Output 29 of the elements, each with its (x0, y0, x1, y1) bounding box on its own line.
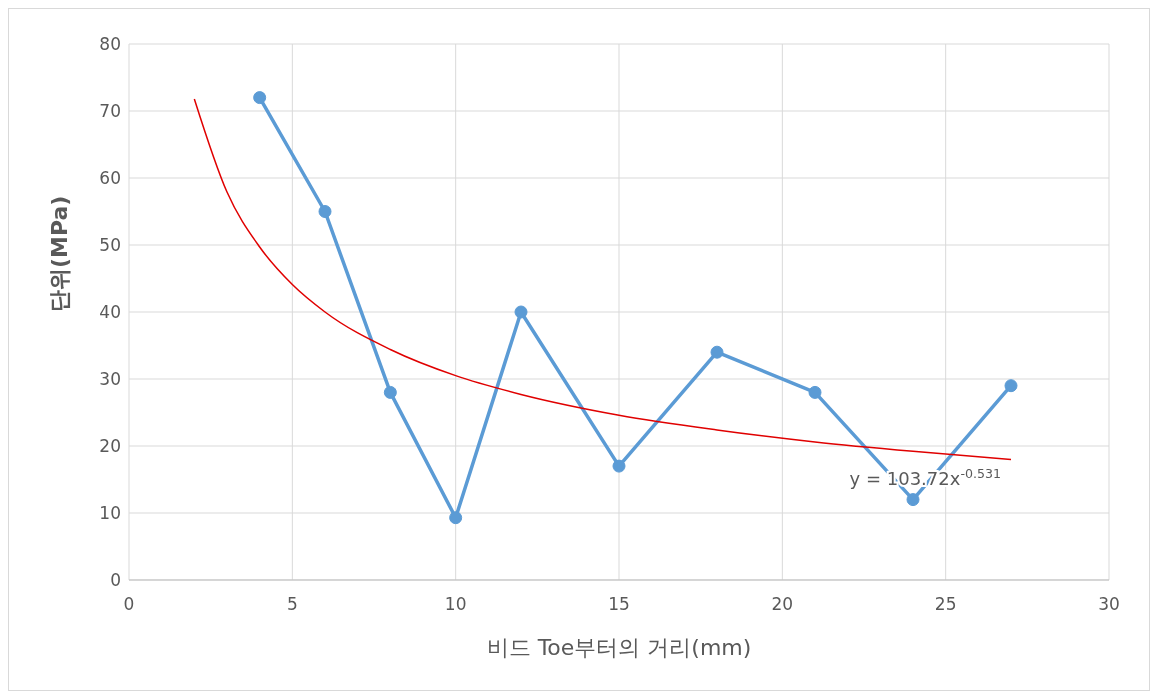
point (1004, 379, 1018, 393)
line-series (193, 98, 1012, 461)
y-tick-label: 50 (99, 235, 121, 256)
y-tick-label: 0 (110, 570, 121, 591)
point (383, 385, 397, 399)
point (253, 91, 267, 105)
x-tick-label: 15 (608, 594, 630, 615)
y-tick-label: 30 (99, 369, 121, 390)
y-tick-label: 40 (99, 302, 121, 323)
x-tick-label: 10 (444, 594, 467, 615)
point (808, 385, 822, 399)
y-tick-label: 80 (99, 34, 121, 55)
point (612, 459, 626, 473)
y-tick-label: 60 (99, 168, 121, 189)
x-tick-label: 30 (1098, 594, 1120, 615)
y-tick-label: 20 (99, 436, 121, 457)
y-axis-title: 단위(MPa) (46, 195, 72, 312)
x-axis-title: 비드 Toe부터의 거리(mm) (486, 635, 752, 660)
x-tick-label: 0 (123, 594, 135, 615)
y-tick-label: 10 (99, 503, 121, 524)
point (710, 345, 724, 359)
x-tick-label: 20 (771, 594, 794, 615)
point (514, 305, 528, 319)
point (906, 493, 920, 507)
x-tick-label: 5 (286, 594, 298, 615)
y-tick-label: 70 (99, 101, 121, 122)
point (318, 205, 332, 218)
point (449, 511, 463, 525)
x-tick-label: 25 (934, 594, 957, 615)
